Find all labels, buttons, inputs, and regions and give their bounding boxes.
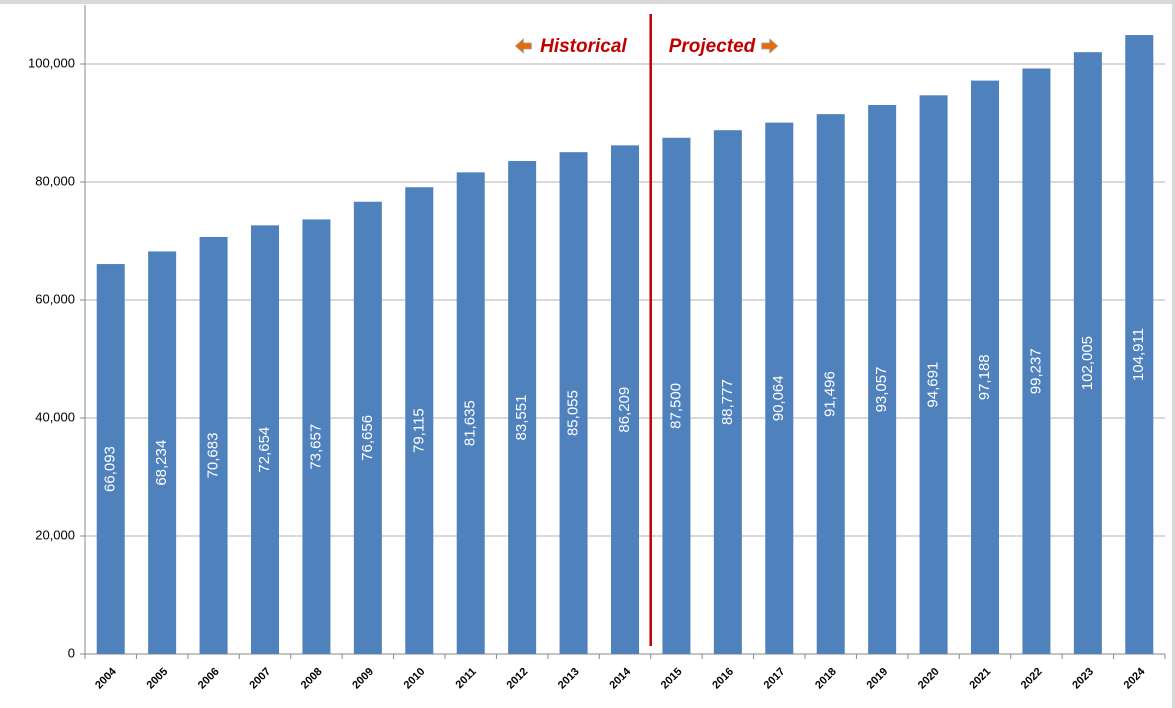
- bar: [559, 152, 588, 654]
- annotation: Historical: [540, 36, 627, 57]
- value-label: 99,237: [1027, 348, 1044, 394]
- value-label: 93,057: [873, 367, 890, 413]
- bar: [868, 104, 897, 655]
- bar: [302, 219, 331, 654]
- bar: [1022, 68, 1051, 654]
- bar: [662, 137, 691, 654]
- bar: [713, 130, 742, 654]
- y-tick-label: 40,000: [35, 409, 75, 424]
- value-label: 104,911: [1130, 328, 1147, 381]
- y-tick-label: 100,000: [28, 55, 75, 70]
- value-label: 88,777: [719, 379, 736, 425]
- bar: [1125, 35, 1154, 655]
- value-label: 83,551: [513, 395, 530, 441]
- bar: [508, 161, 537, 654]
- bar: [611, 145, 639, 655]
- value-label: 85,055: [565, 390, 582, 436]
- annotation: Projected: [669, 36, 756, 57]
- value-label: 102,005: [1079, 336, 1096, 390]
- bar: [765, 122, 794, 655]
- bar: [816, 114, 845, 655]
- value-label: 70,683: [205, 433, 222, 479]
- value-label: 97,188: [976, 354, 993, 400]
- value-label: 73,657: [307, 424, 324, 470]
- value-label: 86,209: [616, 387, 633, 433]
- value-label: 72,654: [256, 427, 273, 473]
- bar: [353, 201, 382, 654]
- bar: [148, 251, 177, 654]
- bar: [405, 187, 434, 654]
- bar: [199, 236, 228, 654]
- value-label: 79,115: [410, 408, 427, 453]
- y-tick-label: 0: [68, 645, 75, 660]
- value-label: 87,500: [667, 383, 684, 429]
- y-tick-label: 60,000: [35, 291, 75, 306]
- bar: [919, 95, 948, 654]
- bar: [1073, 52, 1102, 654]
- value-label: 90,064: [770, 375, 787, 421]
- value-label: 76,656: [359, 415, 376, 461]
- y-tick-label: 20,000: [35, 527, 75, 542]
- bar: [251, 225, 279, 654]
- bar: [971, 80, 999, 654]
- value-label: 68,234: [153, 440, 170, 486]
- bar: [456, 172, 485, 654]
- bar: [96, 264, 125, 654]
- arrow-icon: [761, 38, 779, 54]
- value-label: 81,635: [462, 400, 479, 446]
- value-label: 66,093: [102, 446, 119, 492]
- y-tick-label: 80,000: [35, 173, 75, 188]
- arrow-icon: [514, 38, 532, 54]
- value-label: 94,691: [925, 362, 942, 408]
- value-label: 91,496: [822, 371, 839, 417]
